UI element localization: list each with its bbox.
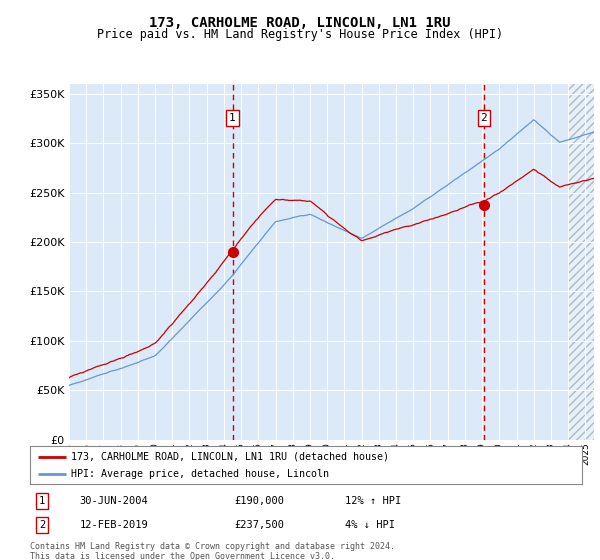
Polygon shape xyxy=(568,84,594,440)
Text: £190,000: £190,000 xyxy=(234,496,284,506)
Text: 12% ↑ HPI: 12% ↑ HPI xyxy=(344,496,401,506)
Text: 2: 2 xyxy=(481,113,487,123)
Text: 4% ↓ HPI: 4% ↓ HPI xyxy=(344,520,395,530)
Text: 2: 2 xyxy=(39,520,45,530)
Text: HPI: Average price, detached house, Lincoln: HPI: Average price, detached house, Linc… xyxy=(71,469,329,479)
Text: 1: 1 xyxy=(39,496,45,506)
Text: Price paid vs. HM Land Registry's House Price Index (HPI): Price paid vs. HM Land Registry's House … xyxy=(97,28,503,41)
Text: 173, CARHOLME ROAD, LINCOLN, LN1 1RU (detached house): 173, CARHOLME ROAD, LINCOLN, LN1 1RU (de… xyxy=(71,451,389,461)
Text: 12-FEB-2019: 12-FEB-2019 xyxy=(80,520,148,530)
Text: 173, CARHOLME ROAD, LINCOLN, LN1 1RU: 173, CARHOLME ROAD, LINCOLN, LN1 1RU xyxy=(149,16,451,30)
Text: £237,500: £237,500 xyxy=(234,520,284,530)
Text: 1: 1 xyxy=(229,113,236,123)
Text: Contains HM Land Registry data © Crown copyright and database right 2024.
This d: Contains HM Land Registry data © Crown c… xyxy=(30,542,395,560)
Text: 30-JUN-2004: 30-JUN-2004 xyxy=(80,496,148,506)
